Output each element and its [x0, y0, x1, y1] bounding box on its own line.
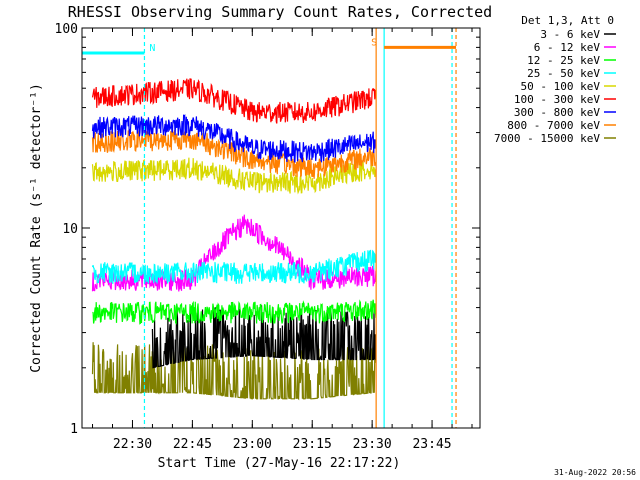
legend-label-4: 25 - 50 keV: [527, 67, 600, 80]
series-line-5: [91, 157, 377, 195]
annotation-label-1: N: [149, 43, 155, 54]
x-tick-label-6: 23:45: [412, 437, 451, 452]
legend-label-1: 3 - 6 keV: [540, 28, 600, 41]
y-axis-label: Corrected Count Rate (s⁻¹ detector⁻¹): [29, 83, 44, 373]
series-line-9: [91, 342, 377, 401]
markers: NS: [82, 28, 457, 428]
series-line-7: [91, 113, 377, 163]
y-tick-label-2: 10: [62, 222, 78, 237]
legend-label-7: 300 - 800 keV: [514, 106, 600, 119]
chart-title: RHESSI Observing Summary Count Rates, Co…: [68, 3, 492, 21]
legend-title: Det 1,3, Att 0: [521, 14, 614, 27]
legend-label-6: 100 - 300 keV: [514, 93, 600, 106]
legend-label-5: 50 - 100 keV: [521, 80, 601, 93]
legend-label-2: 6 - 12 keV: [534, 41, 601, 54]
annotation-label-2: S: [371, 37, 377, 48]
series-line-6: [91, 78, 377, 124]
timestamp-footer: 31-Aug-2022 20:56: [554, 468, 636, 477]
y-tick-label-1: 1: [70, 422, 78, 437]
x-tick-label-2: 22:45: [173, 437, 212, 452]
x-tick-label-1: 22:30: [113, 437, 152, 452]
legend-label-8: 800 - 7000 keV: [507, 119, 600, 132]
y-tick-label-3: 100: [55, 22, 78, 37]
x-axis-label: Start Time (27-May-16 22:17:22): [158, 456, 401, 471]
series-line-4: [91, 249, 377, 284]
x-tick-label-3: 23:00: [233, 437, 272, 452]
series-line-1: [151, 305, 377, 369]
x-tick-label-5: 23:30: [353, 437, 392, 452]
axes: 22:30 22:45 23:00 23:15 23:30 23:45 1 10 100: [55, 22, 481, 452]
legend-label-9: 7000 - 15000 keV: [494, 132, 600, 145]
legend-label-3: 12 - 25 keV: [527, 54, 600, 67]
x-tick-label-4: 23:15: [293, 437, 332, 452]
series-line-3: [92, 299, 377, 325]
plot-area: [91, 78, 377, 401]
